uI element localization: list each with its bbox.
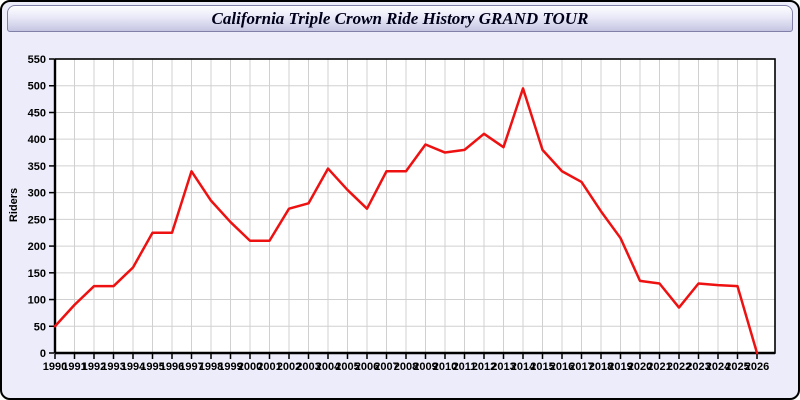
riders-series-line	[53, 87, 759, 355]
x-tick-label: 2020	[628, 361, 652, 373]
x-tick-label: 2025	[725, 361, 749, 373]
x-tick-label: 2012	[472, 361, 496, 373]
x-tick-label: 2021	[647, 361, 671, 373]
x-tick-label: 2018	[589, 361, 613, 373]
y-axis-title: Riders	[8, 187, 20, 223]
x-tick-label: 1992	[82, 361, 106, 373]
y-tick-label: 100	[28, 295, 46, 307]
x-tick-label: 2010	[433, 361, 457, 373]
x-tick-label: 2007	[374, 361, 398, 373]
x-tick-label: 1998	[199, 361, 223, 373]
y-tick-label: 150	[28, 268, 46, 280]
x-tick-label: 2024	[706, 361, 731, 373]
x-tick-label: 2017	[569, 361, 593, 373]
x-tick-label: 2026	[745, 361, 769, 373]
x-tick-label: 2015	[530, 361, 554, 373]
x-tick-label: 1993	[101, 361, 125, 373]
x-tick-label: 2011	[453, 361, 477, 373]
x-tick-label: 2022	[667, 361, 691, 373]
x-tick-label: 2014	[511, 361, 536, 373]
x-tick-label: 1996	[160, 361, 184, 373]
x-tick-label: 2008	[394, 361, 418, 373]
x-tick-label: 2016	[550, 361, 574, 373]
x-tick-label: 2009	[413, 361, 437, 373]
x-tick-label: 2002	[277, 361, 301, 373]
x-tick-label: 1997	[179, 361, 203, 373]
x-tick-label: 1995	[140, 361, 164, 373]
y-tick-label: 200	[28, 241, 46, 253]
x-tick-label: 1991	[62, 361, 86, 373]
x-tick-label: 1990	[43, 361, 67, 373]
y-tick-label: 500	[28, 81, 46, 93]
x-tick-label: 2004	[316, 361, 341, 373]
x-tick-label: 2013	[491, 361, 515, 373]
y-tick-label: 50	[34, 321, 46, 333]
x-tick-label: 2001	[257, 361, 281, 373]
x-tick-label: 2003	[296, 361, 320, 373]
y-tick-label: 550	[28, 54, 46, 66]
x-tick-label: 2019	[608, 361, 632, 373]
x-tick-label: 2000	[238, 361, 262, 373]
y-tick-label: 350	[28, 161, 46, 173]
title-bar: California Triple Crown Ride History GRA…	[7, 5, 793, 32]
x-tick-label: 1994	[121, 361, 146, 373]
page-title: California Triple Crown Ride History GRA…	[211, 8, 589, 28]
x-tick-label: 2023	[686, 361, 710, 373]
x-tick-label: 1999	[218, 361, 242, 373]
x-tick-label: 2005	[335, 361, 359, 373]
y-tick-label: 300	[28, 188, 46, 200]
y-tick-label: 250	[28, 214, 46, 226]
y-tick-label: 0	[40, 348, 46, 360]
plot-area	[55, 59, 775, 353]
y-tick-label: 450	[28, 107, 46, 119]
x-tick-label: 2006	[355, 361, 379, 373]
y-tick-label: 400	[28, 134, 46, 146]
